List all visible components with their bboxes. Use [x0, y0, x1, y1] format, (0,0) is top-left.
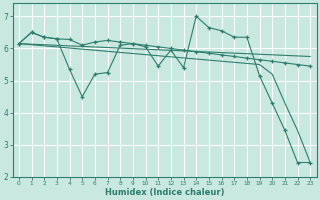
X-axis label: Humidex (Indice chaleur): Humidex (Indice chaleur): [105, 188, 224, 197]
